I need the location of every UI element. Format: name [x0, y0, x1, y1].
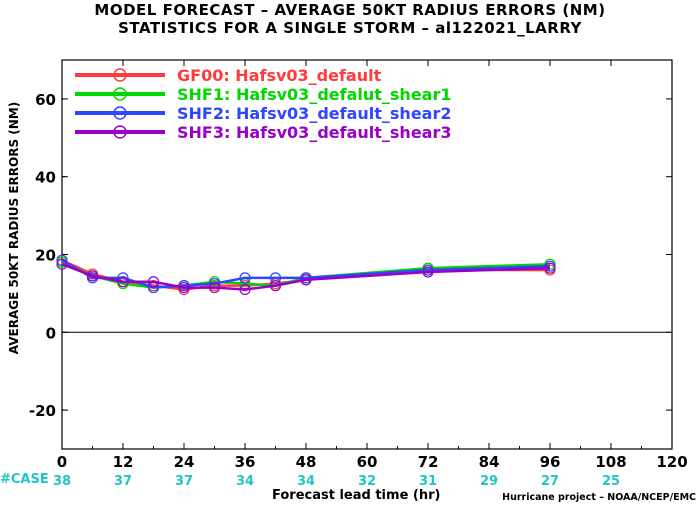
credit-text: Hurricane project – NOAA/NCEP/EMC — [502, 492, 696, 503]
x-tick-label: 48 — [296, 453, 317, 471]
case-count: 38 — [53, 474, 71, 489]
chart-title: MODEL FORECAST – AVERAGE 50KT RADIUS ERR… — [94, 1, 606, 19]
chart-subtitle: STATISTICS FOR A SINGLE STORM – al122021… — [118, 19, 582, 37]
x-tick-label: 0 — [57, 453, 67, 471]
data-point — [269, 272, 282, 284]
x-tick-label: 108 — [595, 453, 626, 471]
case-count-label: #CASE — [0, 472, 49, 487]
case-count: 34 — [297, 474, 315, 489]
legend-marker — [113, 87, 127, 101]
x-tick-label: 24 — [174, 453, 195, 471]
x-tick-label: 12 — [113, 453, 134, 471]
legend-marker — [113, 106, 127, 120]
case-count: 37 — [175, 474, 193, 489]
data-point — [178, 281, 190, 294]
y-tick-label: 20 — [35, 247, 56, 265]
x-tick-label: 72 — [418, 453, 439, 471]
case-count: 27 — [541, 474, 559, 489]
legend-label: SHF3: Hafsv03_default_shear3 — [177, 123, 451, 142]
legend-label: SHF1: Hafsv03_defalut_shear1 — [177, 85, 451, 104]
data-point — [544, 262, 556, 274]
data-point — [117, 276, 129, 288]
data-point — [86, 270, 99, 282]
y-axis-label: AVERAGE 50KT RADIUS ERRORS (NM) — [7, 101, 21, 355]
x-tick-label: 36 — [235, 453, 256, 471]
case-count: 34 — [236, 474, 254, 489]
data-point — [300, 274, 312, 286]
legend-marker — [113, 68, 127, 82]
case-count: 31 — [419, 474, 437, 489]
x-tick-label: 96 — [540, 453, 561, 471]
series-line — [61, 263, 551, 291]
data-point — [239, 283, 251, 296]
data-point — [208, 281, 221, 294]
legend-label: GF00: Hafsv03_default — [177, 66, 382, 85]
y-tick-label: 40 — [35, 169, 56, 187]
data-point — [269, 280, 282, 292]
case-count: 29 — [480, 474, 498, 489]
case-count: 25 — [602, 474, 620, 489]
x-tick-label: 84 — [479, 453, 500, 471]
data-point — [56, 258, 68, 270]
x-tick-label: 120 — [656, 453, 687, 471]
legend-label: SHF2: Hafsv03_default_shear2 — [177, 104, 451, 123]
y-tick-label: 0 — [46, 324, 56, 342]
data-point — [422, 266, 434, 278]
case-count: 37 — [114, 474, 132, 489]
data-point — [147, 276, 160, 288]
x-tick-label: 60 — [357, 453, 378, 471]
series-line — [61, 259, 551, 289]
x-axis-label: Forecast lead time (hr) — [272, 488, 441, 503]
legend-marker — [113, 125, 127, 139]
case-count: 32 — [358, 474, 376, 489]
y-tick-label: 60 — [35, 91, 56, 109]
y-tick-label: -20 — [29, 402, 56, 420]
data-point — [239, 272, 251, 284]
